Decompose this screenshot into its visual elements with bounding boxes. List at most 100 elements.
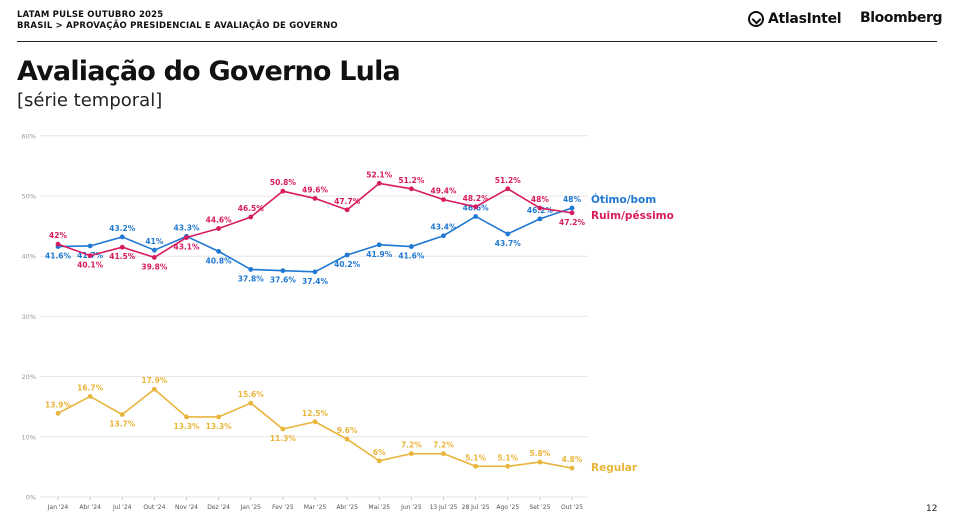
data-label-ruim-pessimo: 48.2%: [463, 194, 490, 203]
data-label-otimo-bom: 37.6%: [270, 276, 297, 285]
data-label-otimo-bom: 37.8%: [238, 274, 265, 283]
bloomberg-logo: Bloomberg: [860, 10, 943, 26]
x-tick-label: Ago '25: [496, 504, 519, 511]
data-label-ruim-pessimo: 49.4%: [430, 187, 457, 196]
page-title: Avaliação do Governo Lula: [17, 56, 401, 87]
data-point-regular: [184, 414, 189, 420]
data-label-regular: 12.5%: [302, 409, 329, 418]
data-label-regular: 17.9%: [141, 376, 168, 385]
data-point-ruim-pessimo: [119, 244, 125, 250]
data-point-regular: [569, 465, 575, 471]
report-header: LATAM PULSE OUTUBRO 2025 BRASIL > APROVA…: [17, 8, 943, 38]
data-label-otimo-bom: 43.3%: [173, 223, 200, 232]
data-point-otimo-bom: [376, 242, 382, 248]
data-label-otimo-bom: 37.4%: [302, 277, 329, 286]
series-line-regular: [57, 388, 573, 469]
data-point-otimo-bom: [569, 205, 575, 211]
x-tick-label: Dez '24: [207, 504, 230, 511]
y-tick-label: 40%: [22, 253, 36, 261]
data-label-ruim-pessimo: 46.5%: [238, 204, 265, 213]
x-tick-label: Fev '25: [272, 504, 294, 511]
report-series-title: LATAM PULSE OUTUBRO 2025: [17, 10, 164, 20]
data-label-regular: 5.1%: [497, 453, 518, 462]
atlasintel-logo: AtlasIntel: [748, 8, 842, 30]
data-label-otimo-bom: 41.6%: [398, 252, 425, 261]
data-label-ruim-pessimo: 52.1%: [366, 170, 393, 179]
data-point-otimo-bom: [441, 233, 446, 239]
y-tick-label: 50%: [22, 193, 36, 201]
data-point-ruim-pessimo: [184, 235, 189, 240]
data-label-otimo-bom: 41%: [145, 237, 163, 246]
atlasintel-logo-icon: [748, 11, 764, 27]
y-tick-label: 0%: [26, 494, 36, 502]
data-point-otimo-bom: [408, 244, 414, 249]
data-label-regular: 7.2%: [433, 441, 454, 450]
x-tick-label: 13 Jul '25: [430, 504, 458, 511]
data-point-regular: [55, 410, 61, 416]
data-label-ruim-pessimo: 39.8%: [141, 262, 168, 271]
data-point-ruim-pessimo: [441, 197, 446, 203]
x-tick-label: Out '25: [561, 504, 583, 511]
x-tick-label: Nov '24: [175, 504, 198, 511]
data-point-otimo-bom: [119, 234, 125, 240]
data-label-regular: 5.1%: [465, 453, 486, 462]
data-point-otimo-bom: [248, 267, 254, 272]
data-point-regular: [441, 451, 446, 457]
data-point-regular: [505, 463, 511, 469]
data-point-ruim-pessimo: [216, 226, 222, 231]
data-label-otimo-bom: 43.4%: [430, 223, 457, 232]
data-point-ruim-pessimo: [151, 255, 157, 260]
data-label-ruim-pessimo: 42%: [49, 231, 67, 240]
data-label-regular: 4.8%: [562, 455, 583, 464]
x-tick-label: Mai '25: [368, 504, 390, 511]
data-point-otimo-bom: [151, 247, 157, 253]
series-name-regular: Regular: [591, 462, 638, 474]
x-tick-label: Abr '25: [336, 504, 358, 511]
report-breadcrumb: BRASIL > APROVAÇÃO PRESIDENCIAL E AVALIA…: [17, 21, 338, 31]
y-tick-label: 10%: [22, 433, 36, 441]
data-point-regular: [473, 463, 479, 469]
data-point-regular: [216, 414, 222, 420]
data-point-regular: [280, 426, 286, 432]
header-divider: [17, 41, 937, 42]
data-label-ruim-pessimo: 47.7%: [334, 197, 361, 206]
data-point-regular: [248, 400, 254, 406]
data-point-otimo-bom: [473, 214, 479, 219]
data-point-regular: [312, 419, 318, 425]
data-label-regular: 6%: [373, 448, 386, 457]
data-point-ruim-pessimo: [280, 188, 286, 194]
data-point-otimo-bom: [280, 268, 286, 274]
data-label-otimo-bom: 41.9%: [366, 250, 393, 259]
data-point-ruim-pessimo: [537, 205, 543, 211]
data-label-regular: 5.8%: [529, 449, 550, 458]
data-point-regular: [119, 412, 125, 417]
x-tick-label: Mar '25: [304, 504, 327, 511]
data-point-ruim-pessimo: [569, 210, 575, 216]
data-label-ruim-pessimo: 47.2%: [559, 218, 586, 227]
data-label-otimo-bom: 43.2%: [109, 224, 136, 233]
data-point-otimo-bom: [344, 252, 350, 258]
data-point-ruim-pessimo: [473, 204, 479, 210]
data-label-regular: 13.3%: [173, 422, 200, 431]
data-point-regular: [537, 459, 543, 465]
series-name-ruim-pessimo: Ruim/péssimo: [591, 210, 674, 222]
data-point-ruim-pessimo: [344, 207, 350, 213]
x-tick-label: 28 Jul '25: [462, 504, 490, 511]
data-point-ruim-pessimo: [505, 186, 511, 192]
data-label-otimo-bom: 43.7%: [495, 239, 522, 248]
data-label-ruim-pessimo: 43.1%: [173, 243, 200, 252]
data-label-ruim-pessimo: 51.2%: [495, 176, 522, 185]
data-point-regular: [376, 458, 382, 464]
data-label-regular: 13.3%: [206, 422, 233, 431]
atlasintel-logo-text: AtlasIntel: [768, 11, 842, 27]
data-label-regular: 13.7%: [109, 420, 136, 429]
data-point-ruim-pessimo: [87, 253, 93, 258]
series-name-otimo-bom: Ótimo/bom: [591, 193, 656, 206]
data-label-otimo-bom: 48%: [563, 195, 581, 204]
data-point-regular: [151, 386, 157, 392]
data-label-ruim-pessimo: 50.8%: [270, 178, 297, 187]
x-tick-label: Out '24: [143, 504, 165, 511]
data-label-regular: 16.7%: [77, 383, 104, 392]
data-label-ruim-pessimo: 51.2%: [398, 176, 425, 185]
data-label-ruim-pessimo: 44.6%: [206, 216, 233, 225]
